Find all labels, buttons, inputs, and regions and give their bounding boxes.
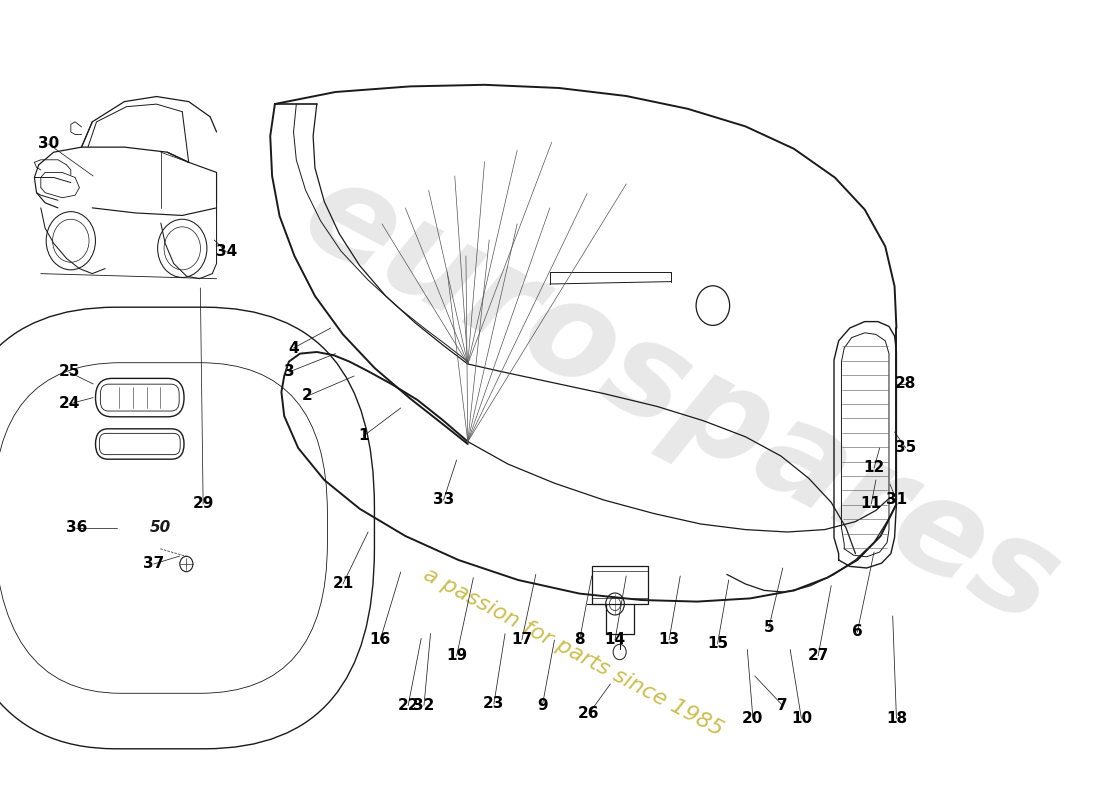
Text: 19: 19	[446, 649, 468, 663]
Text: 32: 32	[414, 698, 435, 713]
Text: 29: 29	[192, 497, 213, 511]
Text: 31: 31	[886, 493, 907, 507]
Text: 11: 11	[861, 497, 882, 511]
Text: 10: 10	[791, 711, 812, 726]
Text: 3: 3	[284, 365, 294, 379]
Text: 25: 25	[58, 365, 79, 379]
Text: 13: 13	[659, 633, 680, 647]
Text: 14: 14	[605, 633, 626, 647]
Text: 12: 12	[864, 461, 884, 475]
Text: 5: 5	[763, 621, 774, 635]
Text: 37: 37	[143, 557, 164, 571]
Text: 8: 8	[574, 633, 585, 647]
Text: 15: 15	[707, 637, 728, 651]
Text: 2: 2	[302, 389, 312, 403]
Text: 7: 7	[778, 698, 788, 713]
Bar	[592, 566, 648, 604]
Text: 30: 30	[37, 137, 59, 151]
Text: eurospares: eurospares	[282, 148, 1079, 652]
Text: 36: 36	[66, 521, 87, 535]
Text: 23: 23	[483, 697, 505, 711]
Text: 27: 27	[807, 649, 828, 663]
Text: 26: 26	[579, 706, 600, 721]
Text: 22: 22	[397, 698, 419, 713]
Text: 4: 4	[288, 341, 299, 355]
Text: 50: 50	[150, 521, 170, 535]
Text: 33: 33	[433, 493, 454, 507]
Text: 17: 17	[512, 633, 532, 647]
Text: 34: 34	[216, 245, 238, 259]
Text: 21: 21	[332, 577, 353, 591]
Text: 24: 24	[58, 397, 79, 411]
Text: a passion for parts since 1985: a passion for parts since 1985	[420, 564, 726, 740]
Text: 35: 35	[895, 441, 916, 455]
Text: 6: 6	[851, 625, 862, 639]
Text: 1: 1	[359, 429, 369, 443]
Text: 20: 20	[742, 711, 763, 726]
Text: 16: 16	[370, 633, 390, 647]
Text: 18: 18	[886, 711, 907, 726]
Text: 28: 28	[895, 377, 916, 391]
Text: 9: 9	[537, 698, 548, 713]
